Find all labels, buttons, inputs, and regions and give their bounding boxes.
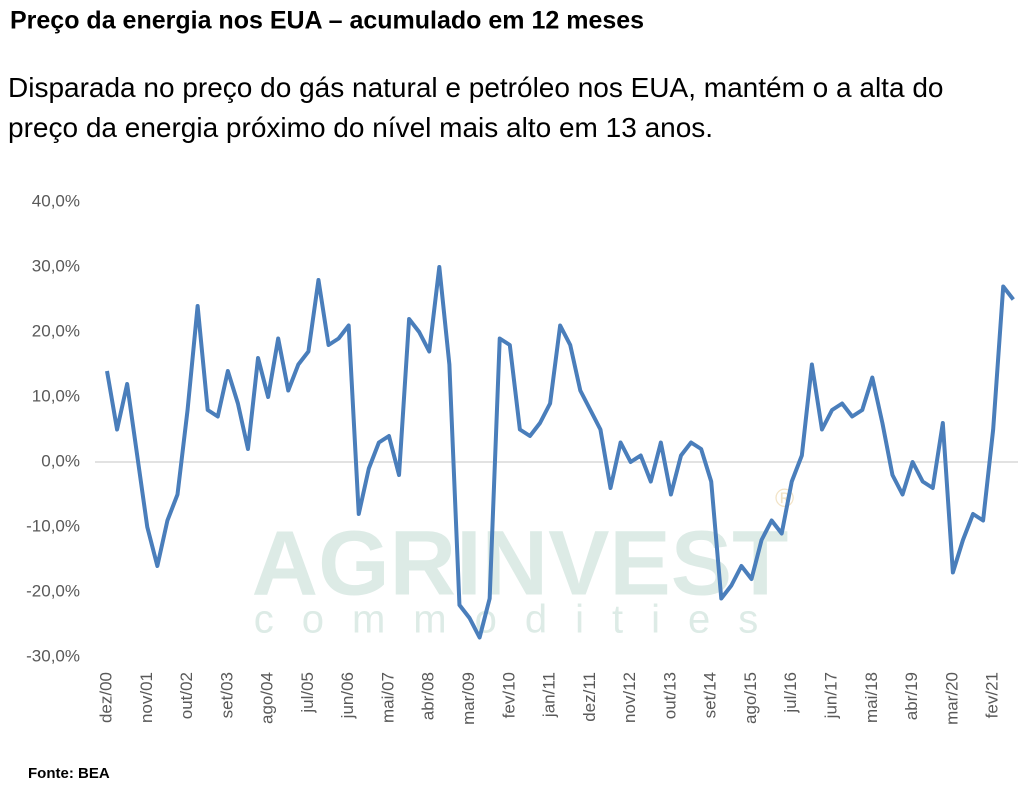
x-tick-label: mai/07 (378, 672, 397, 723)
x-tick-label: jul/16 (781, 672, 800, 714)
y-tick-label: -10,0% (26, 516, 80, 535)
x-tick-label: dez/11 (580, 672, 599, 722)
x-tick-label: abr/19 (902, 672, 921, 720)
x-tick-label: jun/06 (338, 672, 357, 719)
y-tick-label: -20,0% (26, 581, 80, 600)
data-line (105, 265, 1015, 640)
y-tick-label: 0,0% (41, 451, 80, 470)
x-tick-label: jul/05 (298, 672, 317, 714)
x-tick-label: nov/12 (620, 672, 639, 723)
y-tick-label: -30,0% (26, 646, 80, 665)
x-tick-label: ago/15 (741, 672, 760, 724)
x-tick-label: mar/20 (942, 672, 961, 725)
y-tick-label: 20,0% (32, 321, 80, 340)
chart-subtitle: Disparada no preço do gás natural e petr… (8, 72, 944, 143)
x-tick-label: mar/09 (459, 672, 478, 725)
watermark-sub: commodities (254, 598, 787, 642)
y-tick-label: 10,0% (32, 386, 80, 405)
x-tick-label: set/14 (701, 672, 720, 718)
x-tick-label: jan/11 (540, 672, 559, 718)
x-tick-label: set/03 (217, 672, 236, 718)
x-tick-label: ago/04 (258, 672, 277, 724)
source: Fonte: BEA (28, 765, 110, 782)
subtitle-box: Disparada no preço do gás natural e petr… (8, 72, 944, 143)
x-tick-label: abr/08 (419, 672, 438, 720)
y-tick-label: 40,0% (32, 191, 80, 210)
x-tick-label: jun/17 (822, 672, 841, 719)
x-tick-label: fev/10 (499, 672, 518, 718)
chart-title: Preço da energia nos EUA – acumulado em … (10, 7, 644, 35)
x-tick-label: dez/00 (96, 672, 115, 723)
x-tick-label: fev/21 (983, 672, 1002, 718)
x-tick-label: out/13 (660, 672, 679, 719)
x-tick-label: nov/01 (137, 672, 156, 723)
y-tick-label: 30,0% (32, 256, 80, 275)
x-tick-label: mai/18 (862, 672, 881, 723)
watermark: AGRINVEST (252, 512, 789, 614)
x-tick-label: out/02 (177, 672, 196, 719)
